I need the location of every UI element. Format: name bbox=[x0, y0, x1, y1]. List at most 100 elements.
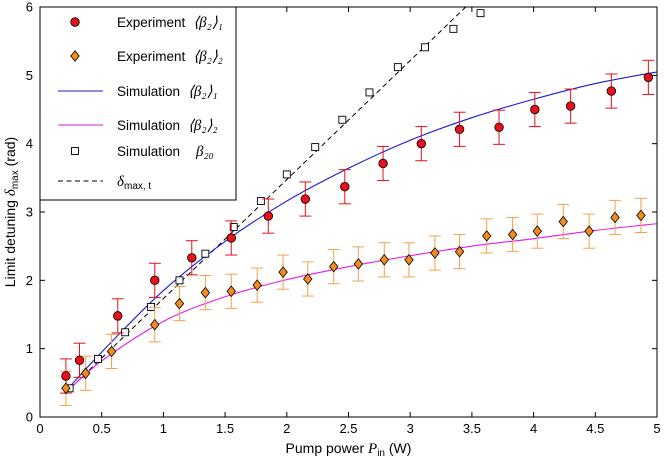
exp1-circle-12 bbox=[494, 122, 504, 132]
exp1-circle-3 bbox=[150, 275, 160, 286]
y-axis-label-part: (rad) bbox=[2, 137, 18, 170]
legend-box bbox=[39, 6, 237, 201]
exp2-diamond-9 bbox=[303, 273, 313, 285]
legend-prefix: Simulation bbox=[117, 144, 180, 159]
exp2-diamond-12 bbox=[379, 253, 390, 266]
legend-prefix: Experiment bbox=[117, 15, 186, 30]
legend-sub: max, t bbox=[124, 181, 151, 192]
exp1-circle-16 bbox=[643, 72, 654, 83]
y-axis-label-part: Limit detuning bbox=[2, 196, 18, 287]
exp2-diamond-16 bbox=[481, 230, 492, 242]
sim20-square-12 bbox=[393, 63, 402, 72]
y-tick-label: 3 bbox=[26, 205, 33, 220]
x-axis-label-part: in bbox=[377, 448, 385, 459]
legend-prefix: Simulation bbox=[117, 118, 180, 133]
x-axis-label-part: (W) bbox=[385, 440, 411, 456]
sim20-square-3 bbox=[147, 303, 156, 311]
plot-area bbox=[59, 7, 657, 406]
exp2-diamond-11 bbox=[353, 258, 364, 270]
exp1-circle-4 bbox=[187, 253, 197, 263]
y-tick-label: 4 bbox=[26, 136, 33, 151]
exp1-circle-11 bbox=[454, 124, 465, 135]
exp2-diamond-8 bbox=[278, 266, 288, 278]
x-tick-label: 4.5 bbox=[586, 421, 604, 436]
plot-layer bbox=[59, 7, 657, 406]
legend-label-theory: δmax, t bbox=[117, 174, 151, 192]
legend-label-sim20: Simulation β₂₀ bbox=[117, 144, 214, 160]
x-tick-label: 0.5 bbox=[93, 421, 111, 436]
x-tick-label: 2.5 bbox=[339, 421, 357, 436]
sim20-square-13 bbox=[421, 43, 429, 52]
legend-entry-sim20: Simulation β₂₀ bbox=[71, 144, 214, 160]
exp1-circle-10 bbox=[416, 138, 427, 149]
legend-entry-exp2: Experiment ⟨β₂⟩₂ bbox=[70, 49, 223, 65]
x-axis-label: Pump power Pin (W) bbox=[286, 440, 412, 459]
sim2-curve bbox=[64, 223, 657, 395]
y-tick-label: 2 bbox=[26, 273, 33, 288]
x-tick-label: 1.5 bbox=[216, 421, 234, 436]
exp2-diamond-6 bbox=[226, 285, 236, 298]
y-axis-label-part: δ bbox=[3, 188, 19, 196]
legend-entry-theory: δmax, t bbox=[58, 174, 151, 192]
legend-label-sim2: Simulation ⟨β₂⟩₂ bbox=[117, 118, 218, 134]
x-tick-label: 2 bbox=[283, 421, 290, 436]
legend-entry-sim1: Simulation ⟨β₂⟩₁ bbox=[58, 84, 218, 100]
exp2-diamond-5 bbox=[200, 286, 211, 299]
legend-label-exp1: Experiment ⟨β₂⟩₁ bbox=[117, 15, 223, 31]
legend-label-sim1: Simulation ⟨β₂⟩₁ bbox=[117, 84, 218, 100]
exp2-diamond-18 bbox=[532, 225, 543, 237]
exp2-diamond-3 bbox=[150, 318, 160, 331]
y-axis-label: Limit detuning δmax (rad) bbox=[2, 137, 21, 287]
exp2-diamond-22 bbox=[636, 209, 646, 222]
legend-prefix: Experiment bbox=[117, 49, 186, 64]
x-tick-label: 3.5 bbox=[463, 421, 481, 436]
sim20-square-2 bbox=[121, 328, 130, 337]
legend-math: ⟨β₂⟩₂ bbox=[188, 118, 218, 134]
x-tick-label: 5 bbox=[653, 421, 660, 436]
legend-math: ⟨β₂⟩₂ bbox=[193, 49, 223, 65]
sim20-square-1 bbox=[94, 354, 102, 363]
exp1-circle-2 bbox=[113, 311, 123, 321]
legend-math: β₂₀ bbox=[195, 144, 214, 160]
y-tick-label: 6 bbox=[26, 0, 33, 15]
legend-square-marker bbox=[71, 147, 79, 155]
legend-prefix: Simulation bbox=[117, 84, 180, 99]
exp2-diamond-13 bbox=[404, 253, 414, 266]
exp1-circle-7 bbox=[300, 194, 311, 204]
exp2-diamond-21 bbox=[610, 211, 620, 224]
exp1-circle-6 bbox=[263, 211, 273, 221]
legend-diamond-marker bbox=[70, 50, 80, 62]
x-tick-label: 1 bbox=[160, 421, 167, 436]
legend-circle-marker bbox=[70, 17, 80, 27]
y-axis-label-part: max bbox=[10, 170, 21, 189]
exp2-diamond-7 bbox=[252, 279, 262, 291]
exp2-diamond-0 bbox=[61, 382, 71, 395]
x-tick-label: 3 bbox=[407, 421, 414, 436]
y-tick-label: 0 bbox=[26, 410, 33, 425]
exp2-diamond-20 bbox=[584, 225, 594, 237]
legend-math: ⟨β₂⟩₁ bbox=[188, 84, 218, 100]
exp1-circle-14 bbox=[565, 101, 576, 111]
legend-entry-exp1: Experiment ⟨β₂⟩₁ bbox=[70, 15, 223, 31]
exp2-diamond-14 bbox=[430, 247, 440, 259]
sim20-square-5 bbox=[201, 249, 210, 258]
sim1-curve bbox=[64, 71, 657, 393]
legend-math: ⟨β₂⟩₁ bbox=[193, 15, 223, 31]
exp2-diamond-17 bbox=[507, 228, 518, 241]
x-axis-label-part: Pump power bbox=[286, 440, 368, 456]
sim20-square-11 bbox=[365, 88, 374, 97]
exp2-diamond-15 bbox=[454, 245, 465, 258]
legend-label-exp2: Experiment ⟨β₂⟩₂ bbox=[117, 49, 223, 65]
exp1-circle-5 bbox=[226, 233, 236, 243]
sim20-square-9 bbox=[311, 143, 320, 152]
sim20-square-10 bbox=[338, 115, 347, 124]
exp1-circle-0 bbox=[61, 371, 71, 381]
exp2-diamond-10 bbox=[328, 260, 339, 273]
x-tick-label: 4 bbox=[530, 421, 537, 436]
sim20-square-4 bbox=[175, 276, 184, 285]
exp2-diamond-1 bbox=[80, 367, 91, 380]
legend-math: δ bbox=[117, 174, 125, 190]
